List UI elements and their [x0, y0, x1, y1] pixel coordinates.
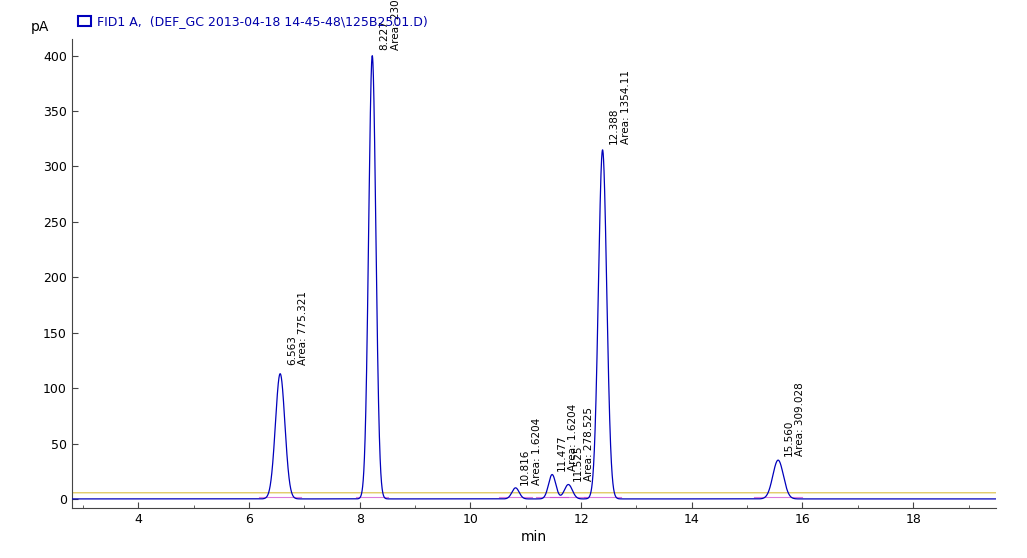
Text: 15.560
Area: 309.028: 15.560 Area: 309.028: [784, 382, 805, 456]
Legend: FID1 A,  (DEF_GC 2013-04-18 14-45-48\125B2501.D): FID1 A, (DEF_GC 2013-04-18 14-45-48\125B…: [78, 15, 427, 28]
Text: 8.227
Area: 2305.96: 8.227 Area: 2305.96: [379, 0, 401, 50]
Text: 10.816
Area: 1.6204: 10.816 Area: 1.6204: [520, 417, 541, 484]
Text: 11.477
Area: 1.6204: 11.477 Area: 1.6204: [557, 404, 578, 471]
X-axis label: min: min: [521, 530, 547, 544]
Text: pA: pA: [31, 21, 48, 35]
Text: 11.525
Area: 278.525: 11.525 Area: 278.525: [573, 407, 595, 481]
Text: 12.388
Area: 1354.11: 12.388 Area: 1354.11: [609, 70, 631, 145]
Text: 6.563
Area: 775.321: 6.563 Area: 775.321: [287, 291, 308, 365]
